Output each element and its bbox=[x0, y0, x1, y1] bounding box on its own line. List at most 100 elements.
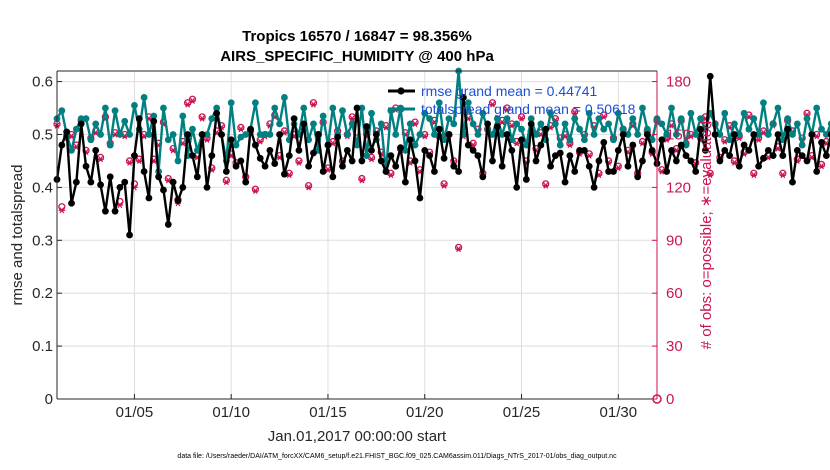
obs-evaluated-point bbox=[571, 110, 578, 117]
obs-evaluated-stroke bbox=[765, 154, 771, 161]
rmse-point bbox=[711, 131, 719, 138]
rmse-point bbox=[619, 131, 627, 138]
obs-evaluated-stroke bbox=[98, 156, 103, 163]
totalspread-point bbox=[571, 115, 579, 123]
rmse-point bbox=[687, 157, 695, 165]
obs-evaluated-stroke bbox=[359, 177, 365, 184]
rmse-point bbox=[189, 152, 196, 160]
obs-evaluated-point bbox=[348, 115, 356, 122]
obs-evaluated-stroke bbox=[185, 101, 191, 108]
y-right-tick-label: 30 bbox=[666, 338, 683, 355]
totalspread-point bbox=[600, 125, 608, 133]
rmse-point bbox=[672, 157, 680, 165]
obs-evaluated-point bbox=[513, 140, 520, 147]
totalspread-point bbox=[203, 131, 211, 138]
obs-evaluated-point bbox=[615, 164, 622, 172]
rmse-point bbox=[726, 152, 733, 160]
totalspread-point bbox=[527, 115, 535, 123]
rmse-point bbox=[421, 146, 429, 154]
obs-possible-point bbox=[222, 176, 231, 184]
rmse-point bbox=[131, 152, 138, 160]
obs-evaluated-point bbox=[440, 182, 448, 189]
obs-evaluated-point bbox=[184, 101, 191, 108]
obs-possible-point bbox=[309, 99, 318, 107]
obs-possible-point bbox=[198, 113, 206, 121]
obs-evaluated-point bbox=[755, 136, 762, 143]
totalspread-point bbox=[435, 99, 443, 107]
obs-evaluated-stroke bbox=[509, 122, 515, 129]
rmse-point bbox=[629, 141, 637, 149]
totalspread-point bbox=[755, 131, 763, 138]
obs-possible-point bbox=[295, 157, 303, 165]
rmse-point bbox=[242, 178, 250, 186]
totalspread-point bbox=[634, 131, 642, 138]
totalspread-point bbox=[677, 115, 685, 123]
totalspread-point bbox=[256, 131, 264, 138]
totalspread-point bbox=[760, 99, 767, 107]
obs-possible-point bbox=[571, 107, 579, 116]
rmse-point bbox=[179, 183, 187, 191]
rmse-point bbox=[547, 162, 554, 170]
rmse-point bbox=[232, 162, 240, 170]
totalspread-point bbox=[687, 109, 695, 117]
totalspread-point bbox=[179, 112, 187, 120]
totalspread-point bbox=[174, 157, 182, 165]
chart-subtitle: AIRS_SPECIFIC_HUMIDITY @ 400 hPa bbox=[220, 48, 494, 65]
rmse-point bbox=[406, 136, 414, 144]
obs-evaluated-stroke bbox=[707, 171, 713, 179]
x-tick-label: 01/20 bbox=[406, 404, 444, 421]
rmse-point bbox=[740, 141, 748, 149]
totalspread-point bbox=[813, 104, 821, 112]
y-right-tick-label: 0 bbox=[666, 391, 674, 408]
rmse-point bbox=[290, 115, 298, 123]
totalspread-point bbox=[464, 99, 472, 107]
obs-possible-point bbox=[542, 180, 550, 188]
obs-evaluated-point bbox=[387, 171, 395, 179]
obs-evaluated-point bbox=[750, 171, 757, 179]
obs-evaluated-stroke bbox=[165, 177, 171, 184]
rmse-point bbox=[169, 178, 177, 186]
rmse-point bbox=[77, 120, 85, 128]
totalspread-point bbox=[585, 109, 593, 117]
rmse-point bbox=[818, 139, 825, 146]
obs-evaluated-stroke bbox=[223, 179, 229, 186]
obs-evaluated-stroke bbox=[809, 154, 815, 161]
totalspread-point bbox=[261, 131, 269, 138]
totalspread-point bbox=[392, 131, 400, 138]
rmse-point bbox=[581, 146, 588, 154]
rmse-point bbox=[256, 154, 264, 162]
obs-evaluated-stroke bbox=[136, 157, 142, 165]
obs-evaluated-stroke bbox=[407, 159, 413, 166]
totalspread-point bbox=[561, 120, 569, 128]
totalspread-point bbox=[140, 94, 148, 101]
rmse-point bbox=[276, 131, 283, 138]
rmse-point bbox=[343, 146, 351, 154]
rmse-point bbox=[798, 152, 806, 160]
totalspread-point bbox=[672, 131, 680, 138]
obs-evaluated-stroke bbox=[572, 110, 578, 117]
obs-possible-point bbox=[188, 95, 197, 103]
rmse-point bbox=[576, 146, 583, 154]
obs-evaluated-stroke bbox=[538, 131, 544, 138]
obs-evaluated-stroke bbox=[562, 133, 568, 140]
totalspread-point bbox=[111, 107, 119, 115]
totalspread-point bbox=[605, 120, 613, 128]
rmse-point bbox=[387, 152, 395, 160]
rmse-point bbox=[145, 194, 153, 202]
totalspread-point bbox=[145, 131, 153, 138]
rmse-point bbox=[808, 131, 816, 138]
rmse-point bbox=[779, 152, 787, 160]
totalspread-point bbox=[281, 94, 288, 101]
totalspread-point bbox=[82, 115, 90, 123]
obs-evaluated-stroke bbox=[151, 157, 157, 165]
rmse-point bbox=[310, 149, 317, 157]
obs-evaluated-stroke bbox=[514, 140, 520, 147]
totalspread-point bbox=[551, 120, 559, 128]
totalspread-point bbox=[489, 131, 496, 138]
totalspread-point bbox=[827, 120, 830, 128]
totalspread-point bbox=[131, 101, 138, 109]
rmse-point bbox=[503, 131, 511, 138]
obs-evaluated-stroke bbox=[306, 184, 312, 191]
totalspread-point bbox=[101, 104, 109, 112]
totalspread-point bbox=[498, 131, 506, 138]
